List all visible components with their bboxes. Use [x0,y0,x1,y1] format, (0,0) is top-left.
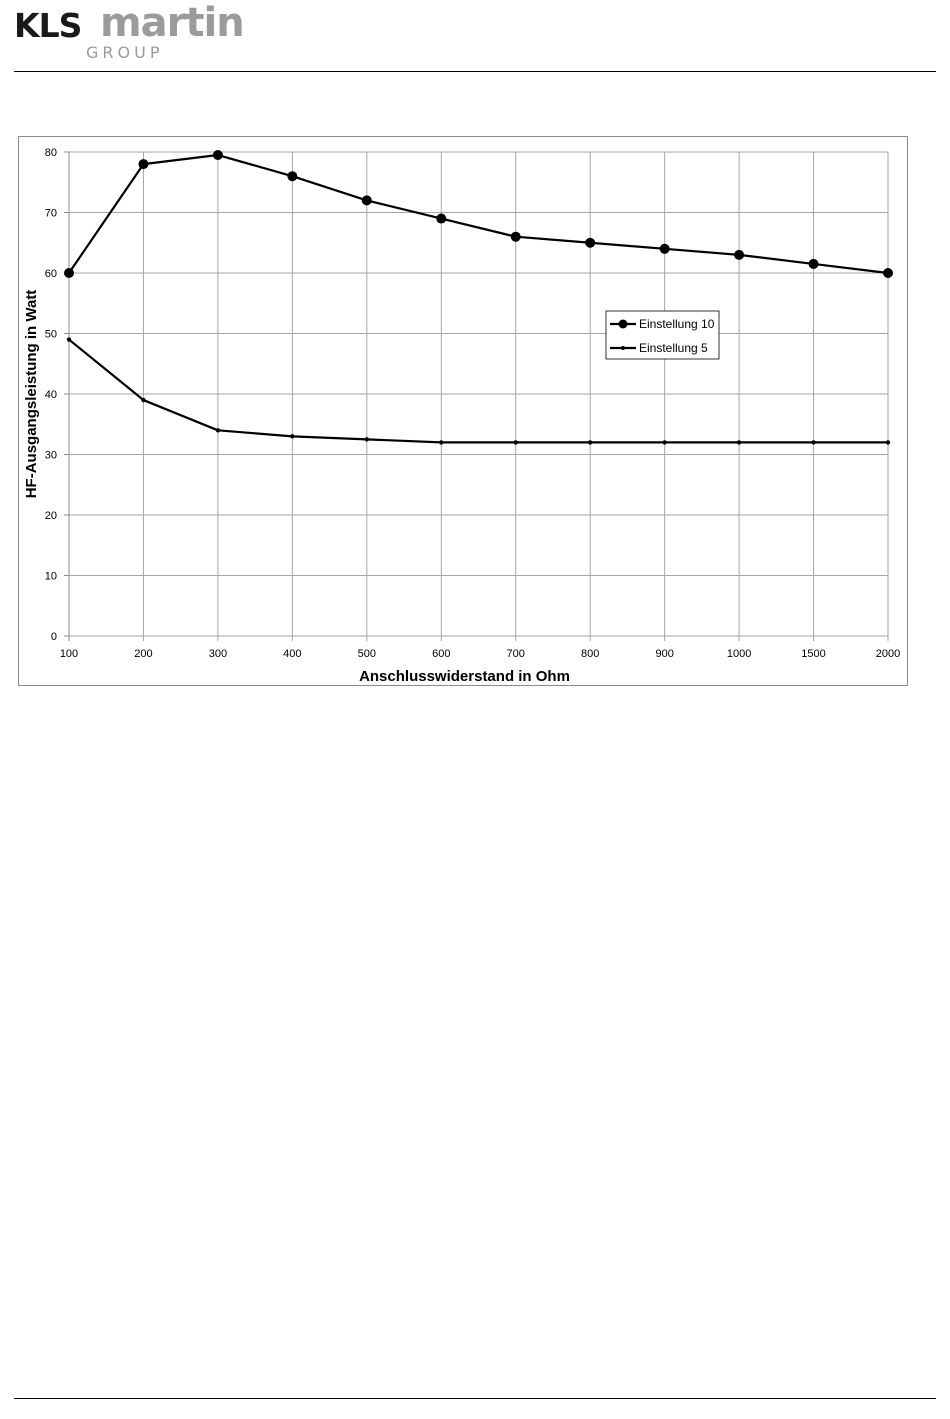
y-tick-label: 30 [45,450,57,462]
x-tick-label: 1000 [727,648,751,660]
x-tick-label: 400 [283,648,301,660]
y-tick-label: 20 [45,510,57,522]
y-axis-title: HF-Ausgangsleistung in Watt [23,290,40,499]
series-line-1 [68,153,889,275]
series-1-point [64,268,74,278]
series-1-point [734,249,745,260]
series-2-point [364,437,370,442]
legend-label-2: Einstellung 5 [639,341,708,355]
y-tick-label: 80 [45,147,57,159]
series-2-point [66,337,72,342]
x-tick-label: 800 [581,648,599,660]
legend-label-1: Einstellung 10 [639,317,715,331]
chart-legend: Einstellung 10 Einstellung 5 [605,310,720,360]
logo-kls-text: KLS [14,6,82,45]
series-2-point [811,440,816,445]
x-tick-label: 600 [432,648,450,660]
y-tick-label: 10 [45,571,57,583]
y-tick-label: 50 [45,329,57,341]
legend-marker-2 [621,346,625,350]
x-axis-title: Anschlusswiderstand in Ohm [359,668,570,685]
series-1-point [361,195,372,206]
header-divider [14,71,936,72]
chart-gridlines [64,151,889,641]
chart-frame: 0 10 20 30 40 50 60 70 80 100 200 300 400 500 600 700 8… [18,136,908,686]
footer-divider [14,1398,936,1399]
series-1-point [138,159,149,170]
y-tick-label: 40 [45,389,57,401]
series-2-point [439,440,444,445]
x-tick-label: 2000 [876,648,900,660]
chart-series [64,150,893,445]
y-tick-label: 0 [51,631,57,643]
x-axis-ticks: 100 200 300 400 500 600 700 800 900 1000 1500 2000 [60,648,900,660]
page-header: KLS martin GROUP [0,0,950,72]
x-tick-label: 1500 [801,648,825,660]
series-1-point [287,171,298,182]
series-2-point [141,397,146,403]
x-tick-label: 300 [209,648,227,660]
series-2-point [736,440,742,445]
series-2-point [215,428,221,433]
series-1-point [883,268,893,278]
legend-box [605,310,720,360]
series-2-point [587,440,593,445]
series-line-2 [68,338,888,444]
legend-marker-1 [618,319,628,329]
x-tick-label: 700 [507,648,525,660]
kls-martin-logo: KLS martin GROUP [14,0,254,64]
y-tick-label: 60 [45,268,57,280]
x-tick-label: 200 [134,648,152,660]
y-tick-label: 70 [45,208,57,220]
x-tick-label: 100 [60,648,78,660]
series-2-point [885,440,891,445]
series-1-point [436,213,447,224]
logo-martin-text: martin [100,0,245,46]
series-1-point [659,243,670,254]
line-chart: 0 10 20 30 40 50 60 70 80 100 200 300 400 500 600 700 8… [23,147,900,685]
x-tick-label: 900 [655,648,673,660]
y-axis-ticks: 0 10 20 30 40 50 60 70 80 [45,147,57,643]
series-2-point [513,440,518,445]
series-1-point [585,237,596,248]
x-tick-label: 500 [358,648,376,660]
series-1-point [510,231,521,242]
series-1-point [808,258,819,269]
logo-group-text: GROUP [86,43,164,62]
series-2-point [290,434,295,439]
series-1-point [212,150,223,161]
series-2-point [662,440,667,445]
